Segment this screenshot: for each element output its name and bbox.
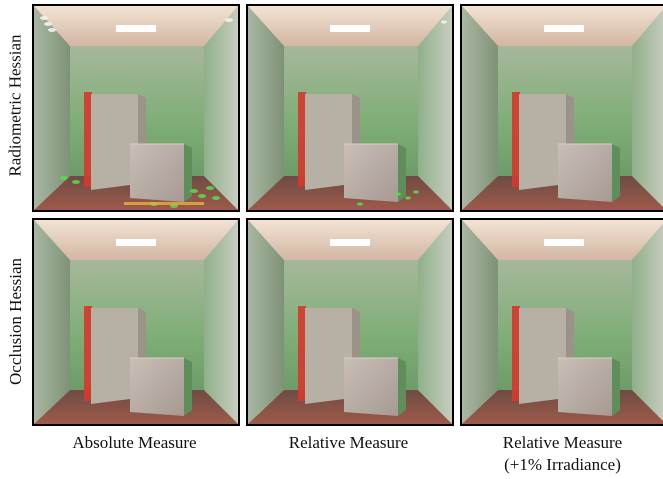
column-label-relative-irradiance: Relative Measure (+1% Irradiance) [460,432,663,476]
render-artifact [60,176,68,180]
ceiling-light [116,239,156,246]
tall-box [519,308,566,404]
tall-box [519,94,566,190]
right-wall [632,223,663,421]
short-box [558,144,612,202]
render-panel-r1-c0 [32,218,240,426]
render-artifact [395,192,401,196]
row-label-radiometric-text: Radiometric Hessian [5,33,25,177]
red-panel [84,306,92,401]
red-panel [512,306,520,401]
short-box-side [184,144,192,202]
ceiling-light [544,25,584,32]
red-panel [298,306,306,401]
cornell-box-render [462,220,663,424]
right-wall [418,6,452,210]
row-label-occlusion-text: Occlusion Hessian [5,257,25,385]
cornell-box-render [34,220,238,424]
tall-box [91,308,138,404]
render-panel-r1-c1 [246,218,454,426]
short-box [344,358,398,416]
render-artifact [357,202,363,206]
render-artifact [190,189,198,193]
ceiling-light [330,25,370,32]
column-label-relative-irradiance-line1: Relative Measure [502,433,623,452]
left-wall [34,6,70,210]
render-artifact [225,18,233,22]
render-artifact [124,202,204,205]
short-box-side [612,144,620,202]
right-wall [204,6,238,210]
render-artifact [212,196,220,200]
column-label-relative: Relative Measure [246,432,451,454]
column-label-absolute: Absolute Measure [32,432,237,454]
right-wall [418,220,452,424]
short-box-side [612,358,620,416]
column-label-absolute-line1: Absolute Measure [72,433,197,452]
ceiling-light [330,239,370,246]
cornell-box-render [462,6,663,210]
right-wall [204,220,238,424]
cornell-box-render [248,6,452,210]
render-panel-r0-c0 [32,4,240,212]
render-artifact [413,190,419,194]
cornell-box-render [248,220,452,424]
left-wall [462,220,498,424]
left-wall [248,220,284,424]
short-box [344,144,398,202]
red-panel [84,92,92,187]
render-artifact [40,16,48,20]
short-box [130,358,184,416]
render-artifact [441,20,447,24]
render-artifact [206,186,214,190]
render-artifact [72,180,80,184]
ceiling-light [116,25,156,32]
short-box-side [398,358,406,416]
render-panel-r1-c2 [460,218,663,426]
short-box-side [398,144,406,202]
left-wall [248,6,284,210]
tall-box [91,94,138,190]
row-label-radiometric: Radiometric Hessian [0,2,30,208]
left-wall [34,220,70,424]
cornell-box-render [34,6,238,210]
red-panel [512,92,520,187]
red-panel [298,92,306,187]
render-artifact [44,22,52,26]
column-label-relative-line1: Relative Measure [288,433,409,452]
short-box [558,358,612,416]
render-artifact [405,196,411,200]
render-artifact [198,194,206,198]
row-label-occlusion: Occlusion Hessian [0,218,30,424]
left-wall [462,6,498,210]
short-box [130,144,184,202]
tall-box [305,308,352,404]
render-artifact [48,28,56,32]
column-label-relative-irradiance-line2: (+1% Irradiance) [504,455,621,474]
ceiling-light [544,239,584,246]
right-wall [632,9,663,207]
tall-box [305,94,352,190]
render-panel-r0-c1 [246,4,454,212]
short-box-side [184,358,192,416]
render-panel-r0-c2 [460,4,663,212]
